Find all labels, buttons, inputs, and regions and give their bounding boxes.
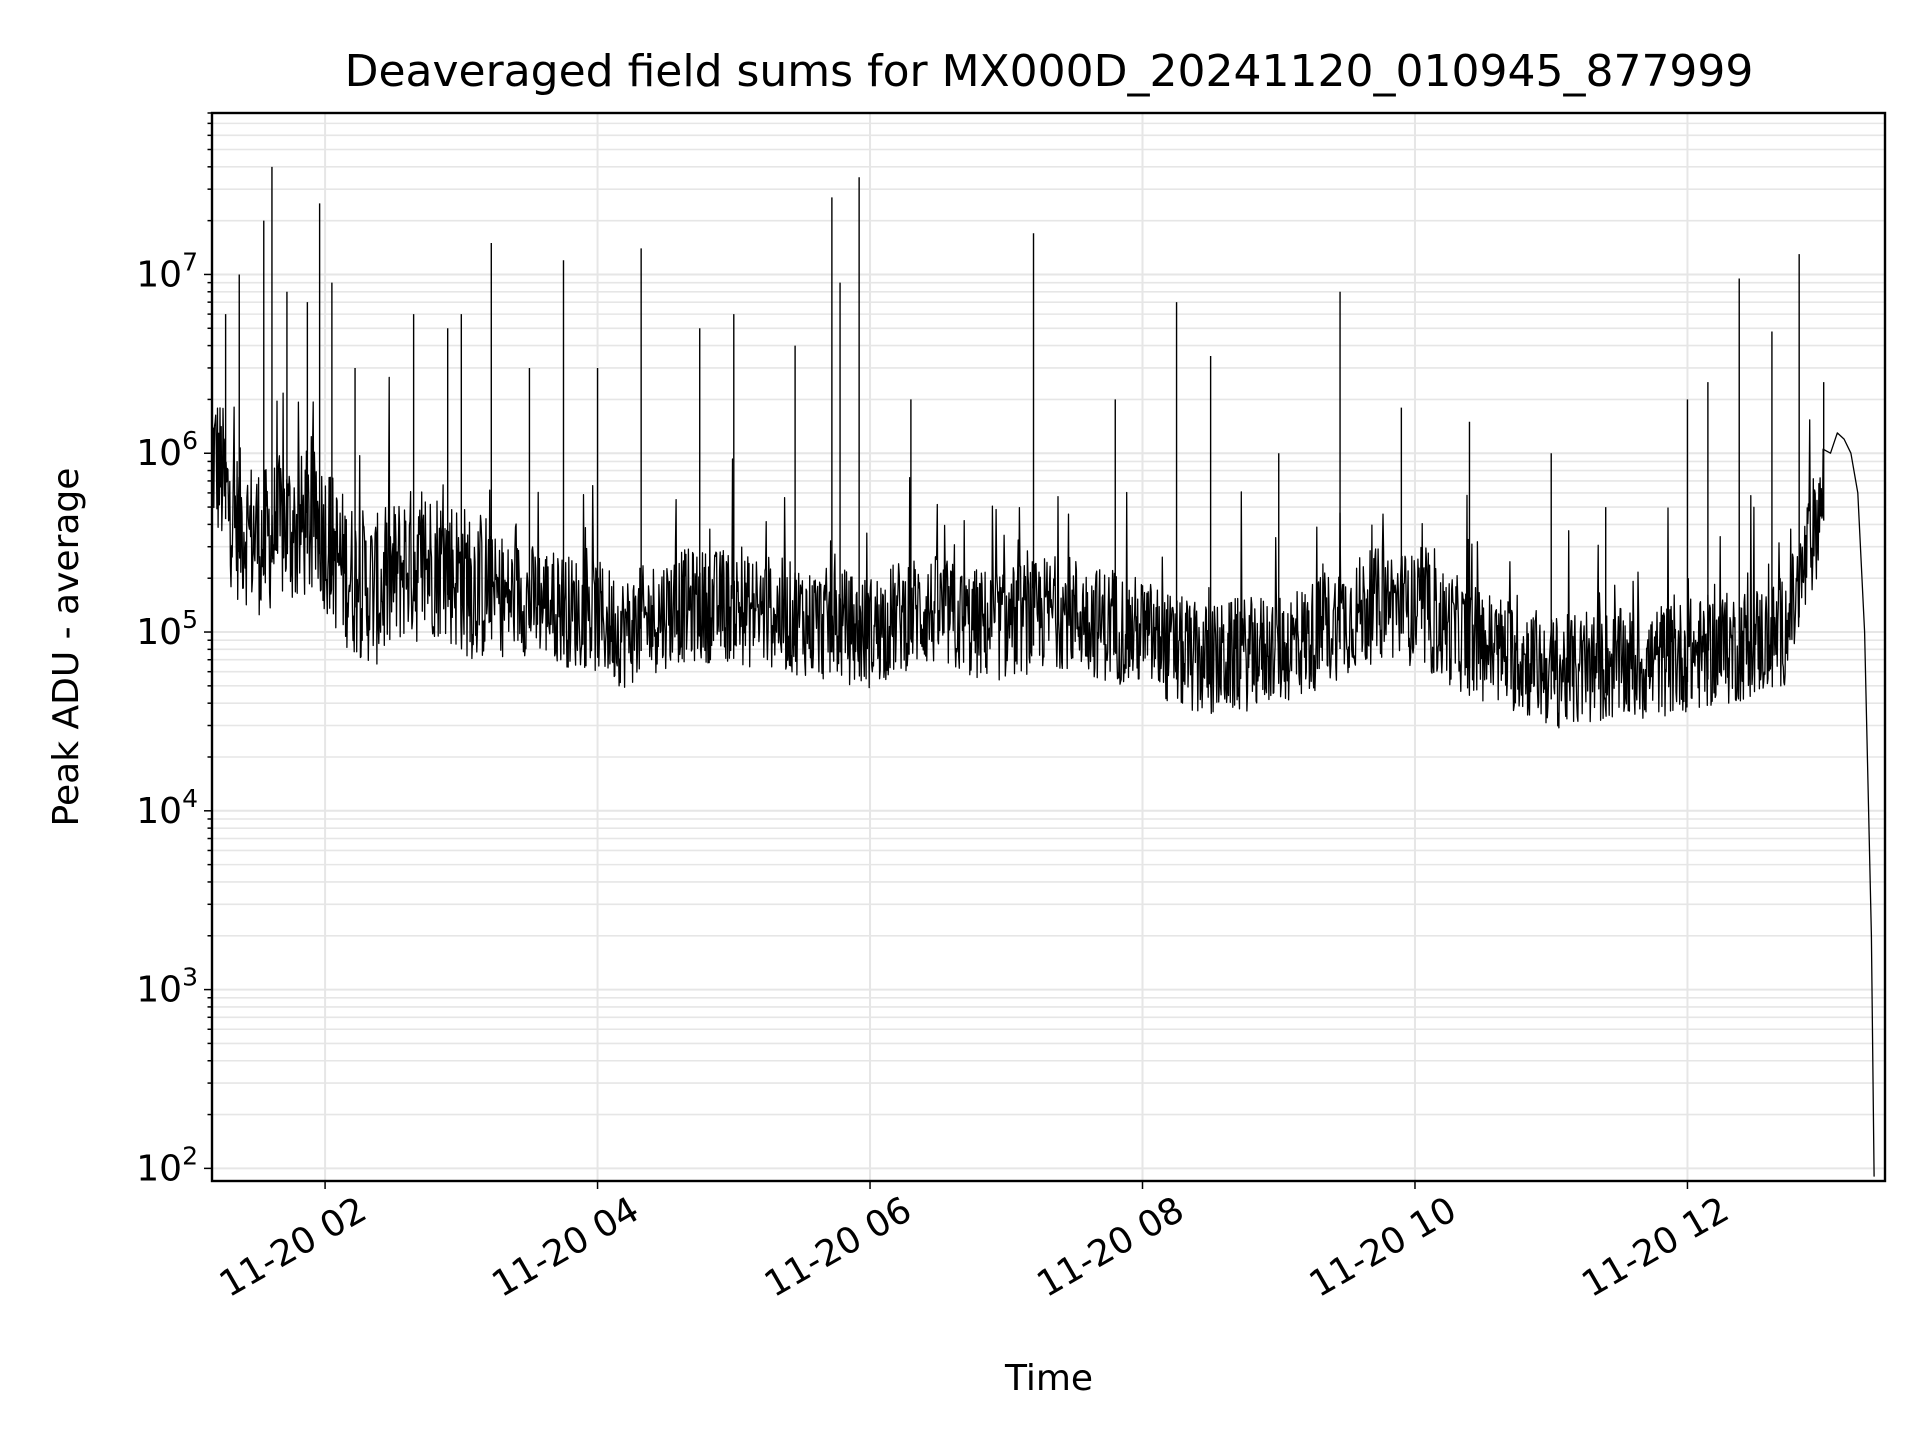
y-tick-base: 10 — [136, 791, 182, 832]
y-tick-label: 107 — [136, 247, 198, 295]
y-tick-base: 10 — [136, 254, 182, 295]
series-line — [212, 376, 1875, 1177]
x-axis-label: Time — [1004, 1358, 1093, 1399]
y-tick-base: 10 — [136, 433, 182, 474]
y-tick-label: 104 — [136, 784, 198, 832]
y-tick-label: 105 — [136, 605, 198, 653]
y-tick-base: 10 — [136, 1148, 182, 1189]
series-group — [212, 166, 1875, 1177]
y-tick-exponent: 5 — [182, 605, 198, 634]
y-tick-exponent: 7 — [182, 247, 198, 276]
chart-title: Deaveraged field sums for MX000D_2024112… — [345, 46, 1754, 97]
y-tick-exponent: 3 — [182, 963, 198, 992]
y-tick-label: 102 — [136, 1141, 198, 1189]
y-tick-exponent: 2 — [182, 1141, 198, 1170]
y-tick-label: 106 — [136, 426, 198, 474]
y-tick-exponent: 4 — [182, 784, 198, 813]
y-tick-exponent: 6 — [182, 426, 198, 455]
y-axis-label: Peak ADU - average — [46, 468, 87, 827]
y-tick-base: 10 — [136, 970, 182, 1011]
y-tick-label: 103 — [136, 963, 198, 1011]
plot-frame — [210, 111, 1887, 1183]
y-tick-base: 10 — [136, 612, 182, 653]
